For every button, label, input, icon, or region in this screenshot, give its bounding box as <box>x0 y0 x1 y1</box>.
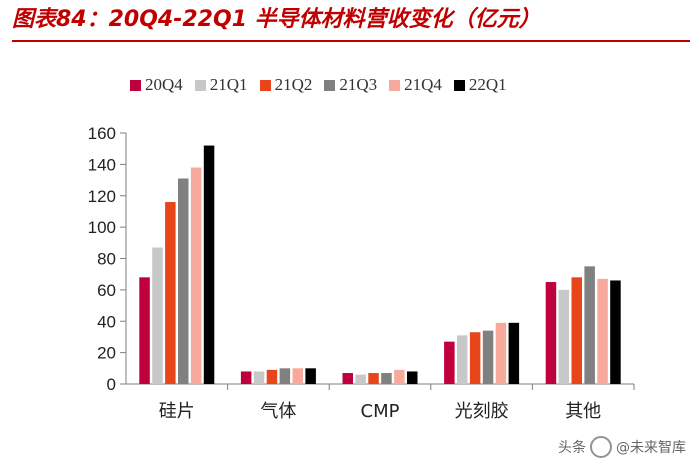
bar-21Q1-4 <box>558 289 570 384</box>
y-tick-label: 60 <box>97 281 116 300</box>
bar-21Q4-4 <box>597 278 608 384</box>
legend-swatch <box>130 79 141 91</box>
y-tick-label: 140 <box>88 155 116 174</box>
legend-item-21Q4: 21Q4 <box>389 75 442 95</box>
y-tick-label: 160 <box>88 124 116 143</box>
legend-item-21Q1: 21Q1 <box>194 75 248 95</box>
x-category-label: 气体 <box>260 401 296 422</box>
bar-21Q3-4 <box>584 266 595 384</box>
legend-swatch <box>389 79 401 91</box>
bar-21Q4-2 <box>394 369 405 384</box>
chart-legend: 20Q4 21Q1 21Q2 21Q3 21Q4 22Q1 <box>130 72 519 98</box>
legend-label: 21Q2 <box>274 75 313 94</box>
bar-20Q4-1 <box>240 371 252 384</box>
y-tick-label: 20 <box>97 344 116 363</box>
x-category-label: 其他 <box>565 401 601 422</box>
legend-item-20Q4: 20Q4 <box>130 75 183 95</box>
y-tick-label: 80 <box>97 250 116 269</box>
legend-label: 21Q4 <box>404 75 442 94</box>
x-category-label: CMP <box>361 401 400 422</box>
bar-21Q4-3 <box>495 322 507 384</box>
bar-21Q2-2 <box>368 373 379 384</box>
legend-swatch <box>259 79 271 91</box>
x-category-label: 光刻胶 <box>455 401 509 422</box>
watermark-prefix: 头条 <box>558 440 586 456</box>
y-tick-label: 40 <box>97 312 116 331</box>
legend-label: 22Q1 <box>468 75 507 94</box>
bar-20Q4-0 <box>139 277 150 384</box>
y-tick-label: 120 <box>88 187 116 206</box>
bar-20Q4-2 <box>342 373 353 384</box>
x-category-label: 硅片 <box>159 401 195 422</box>
legend-item-21Q3: 21Q3 <box>324 75 377 95</box>
bar-22Q1-0 <box>203 145 215 384</box>
watermark-logo-icon <box>590 436 612 458</box>
bar-21Q3-2 <box>381 373 392 384</box>
bar-22Q1-3 <box>508 322 520 384</box>
watermark: 头条 @未来智库 <box>558 436 686 458</box>
bar-22Q1-1 <box>305 368 316 384</box>
chart-title: 图表84：20Q4-22Q1 半导体材料营收变化（亿元） <box>12 7 541 32</box>
bar-21Q1-3 <box>457 335 468 384</box>
bar-21Q1-2 <box>355 374 366 384</box>
bar-20Q4-4 <box>545 282 557 384</box>
bar-21Q4-0 <box>190 167 202 384</box>
bar-21Q3-0 <box>178 178 189 384</box>
legend-item-21Q2: 21Q2 <box>259 75 313 95</box>
legend-swatch <box>194 79 206 91</box>
bar-20Q4-3 <box>444 341 455 384</box>
bar-22Q1-4 <box>610 280 621 384</box>
bar-21Q3-1 <box>279 368 291 384</box>
bar-21Q4-1 <box>292 368 303 384</box>
bar-21Q1-0 <box>152 247 163 384</box>
legend-label: 21Q3 <box>339 75 378 94</box>
bar-21Q2-3 <box>469 332 481 384</box>
legend-swatch <box>453 79 465 91</box>
title-underline <box>12 40 690 42</box>
bar-21Q2-4 <box>571 277 582 384</box>
legend-label: 21Q1 <box>209 75 248 94</box>
legend-swatch <box>324 79 336 91</box>
bar-21Q1-1 <box>253 371 265 384</box>
legend-label: 20Q4 <box>145 75 183 94</box>
y-tick-label: 100 <box>88 218 116 237</box>
watermark-handle: @未来智库 <box>616 440 686 456</box>
legend-item-22Q1: 22Q1 <box>453 75 507 95</box>
bar-21Q3-3 <box>482 330 494 384</box>
y-tick-label: 0 <box>107 375 116 394</box>
bar-22Q1-2 <box>407 371 418 384</box>
bar-21Q2-0 <box>165 202 176 384</box>
bar-21Q2-1 <box>266 369 278 384</box>
